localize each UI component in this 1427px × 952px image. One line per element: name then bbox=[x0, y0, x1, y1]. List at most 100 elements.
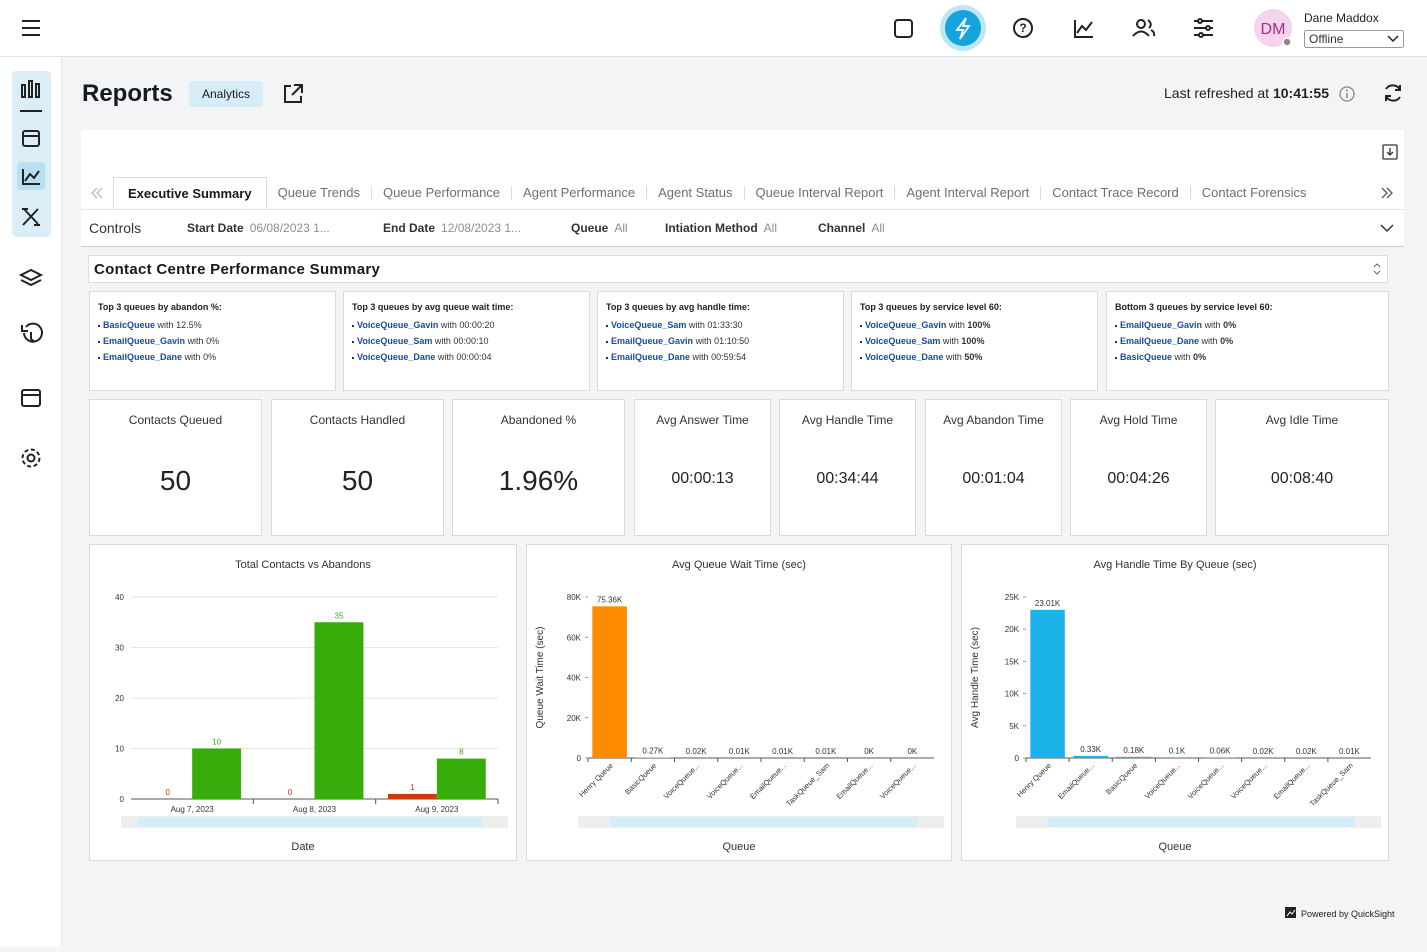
filter-value: All bbox=[614, 221, 627, 235]
tabs-prev[interactable] bbox=[89, 184, 105, 202]
chart-title: Avg Handle Time By Queue (sec) bbox=[1093, 559, 1256, 571]
x-tick-label: VoiceQueue... bbox=[705, 761, 745, 801]
tab[interactable]: Contact Forensics bbox=[1190, 186, 1318, 200]
history-icon[interactable] bbox=[22, 324, 42, 342]
queue-name[interactable]: VoiceQueue_Dane bbox=[357, 352, 435, 362]
tab[interactable]: Executive Summary bbox=[113, 177, 267, 209]
queue-name[interactable]: EmailQueue_Dane bbox=[611, 352, 690, 362]
data-label: 0.01K bbox=[1339, 747, 1361, 756]
controls-toggle[interactable] bbox=[1379, 222, 1395, 234]
y-tick-label: 20 bbox=[115, 694, 124, 703]
y-tick-label: 40 bbox=[115, 593, 124, 602]
kpi-card: Avg Hold Time00:04:26 bbox=[1070, 399, 1207, 536]
tab[interactable]: Agent Status bbox=[646, 186, 743, 200]
analytics-badge[interactable]: Analytics bbox=[189, 81, 263, 107]
summary-item: VoiceQueue_Gavin with 00:00:20 bbox=[352, 320, 589, 330]
bar bbox=[1117, 757, 1152, 758]
filter[interactable]: End Date12/08/2023 1... bbox=[383, 210, 521, 246]
queue-name[interactable]: BasicQueue bbox=[1120, 352, 1172, 362]
y-tick-label: 80K bbox=[567, 593, 582, 602]
data-label: 0.02K bbox=[1253, 747, 1275, 756]
item-value: 100% bbox=[967, 320, 990, 330]
settings-icon[interactable] bbox=[23, 450, 40, 467]
data-label: 0.33K bbox=[1080, 745, 1102, 754]
queue-name[interactable]: VoiceQueue_Dane bbox=[865, 352, 943, 362]
side-icons bbox=[0, 57, 62, 947]
tab[interactable]: Queue Performance bbox=[371, 186, 511, 200]
summary-card-title: Top 3 queues by avg queue wait time: bbox=[352, 302, 589, 312]
kpi-card: Abandoned %1.96% bbox=[452, 399, 625, 536]
tab[interactable]: Agent Interval Report bbox=[894, 186, 1040, 200]
filter[interactable]: Start Date06/08/2023 1... bbox=[187, 210, 330, 246]
x-tick-label: VoiceQueue... bbox=[1143, 761, 1183, 801]
tab[interactable]: Contact Trace Record bbox=[1040, 186, 1189, 200]
download-button[interactable] bbox=[1381, 143, 1399, 161]
quicksight-logo bbox=[1285, 907, 1297, 919]
item-value: 00:00:10 bbox=[453, 336, 488, 346]
queue-name[interactable]: EmailQueue_Gavin bbox=[103, 336, 185, 346]
page-title: Reports bbox=[82, 80, 173, 108]
summary-card: Bottom 3 queues by service level 60:Emai… bbox=[1106, 291, 1389, 391]
filter[interactable]: QueueAll bbox=[571, 210, 628, 246]
bullet bbox=[352, 341, 354, 343]
y-tick-label: 10 bbox=[115, 745, 124, 754]
scroll-thumb[interactable] bbox=[137, 817, 482, 827]
connector: with bbox=[441, 320, 457, 330]
tab[interactable]: Queue Trends bbox=[267, 186, 371, 200]
data-label: 0K bbox=[864, 747, 874, 756]
summary-item: BasicQueue with 0% bbox=[1115, 352, 1388, 362]
connector: with bbox=[1202, 336, 1218, 346]
item-value: 01:33:30 bbox=[707, 320, 742, 330]
open-external[interactable] bbox=[281, 82, 305, 106]
filter-value: 12/08/2023 1... bbox=[441, 221, 521, 235]
y-tick-label: 60K bbox=[567, 633, 582, 642]
x-tick-label: VoiceQueue... bbox=[1186, 761, 1226, 801]
queue-name[interactable]: EmailQueue_Gavin bbox=[1120, 320, 1202, 330]
queue-name[interactable]: VoiceQueue_Gavin bbox=[865, 320, 946, 330]
queue-name[interactable]: EmailQueue_Dane bbox=[1120, 336, 1199, 346]
bullet bbox=[1115, 357, 1117, 359]
queue-name[interactable]: BasicQueue bbox=[103, 320, 155, 330]
connector: with bbox=[949, 320, 965, 330]
queue-name[interactable]: EmailQueue_Gavin bbox=[611, 336, 693, 346]
bullet bbox=[352, 325, 354, 327]
refresh-button[interactable] bbox=[1381, 81, 1405, 105]
queue-name[interactable]: VoiceQueue_Sam bbox=[865, 336, 940, 346]
scroll-thumb[interactable] bbox=[610, 817, 918, 827]
quick-connect-button[interactable] bbox=[945, 10, 981, 46]
summary-card-title: Top 3 queues by avg handle time: bbox=[606, 302, 843, 312]
x-axis-title: Queue bbox=[722, 841, 755, 853]
kpi-card: Contacts Queued50 bbox=[89, 399, 262, 536]
kpi-value: 50 bbox=[90, 465, 261, 497]
window-icon[interactable] bbox=[22, 390, 40, 406]
users-icon[interactable] bbox=[1133, 20, 1154, 36]
tabs-next[interactable] bbox=[1379, 184, 1395, 202]
y-axis-title: Avg Handle Time (sec) bbox=[970, 627, 981, 728]
tab[interactable]: Agent Performance bbox=[511, 186, 646, 200]
connector: with bbox=[438, 352, 454, 362]
x-tick-label: EmailQueue... bbox=[1272, 761, 1312, 801]
connector: with bbox=[943, 336, 959, 346]
summary-scroll[interactable] bbox=[1371, 260, 1383, 278]
menu-button[interactable] bbox=[22, 21, 40, 35]
kpi-value: 1.96% bbox=[453, 465, 624, 497]
layers-icon[interactable] bbox=[21, 270, 41, 285]
queue-name[interactable]: VoiceQueue_Sam bbox=[611, 320, 686, 330]
queue-name[interactable]: VoiceQueue_Gavin bbox=[357, 320, 438, 330]
filter[interactable]: Intiation MethodAll bbox=[665, 210, 777, 246]
queue-name[interactable]: VoiceQueue_Sam bbox=[357, 336, 432, 346]
settings-sliders-icon[interactable] bbox=[1194, 19, 1213, 37]
filter[interactable]: ChannelAll bbox=[818, 210, 885, 246]
metrics-icon[interactable] bbox=[1075, 20, 1093, 37]
bullet bbox=[606, 357, 608, 359]
data-label: 75.36K bbox=[597, 595, 623, 604]
summary-item: VoiceQueue_Sam with 01:33:30 bbox=[606, 320, 843, 330]
info-icon[interactable] bbox=[1338, 85, 1356, 103]
tab[interactable]: Queue Interval Report bbox=[744, 186, 895, 200]
notes-icon[interactable] bbox=[895, 20, 912, 37]
queue-name[interactable]: EmailQueue_Dane bbox=[103, 352, 182, 362]
summary-item: EmailQueue_Dane with 00:59:54 bbox=[606, 352, 843, 362]
y-tick-label: 10K bbox=[1005, 690, 1020, 699]
scroll-thumb[interactable] bbox=[1048, 817, 1355, 827]
kpi-value: 00:34:44 bbox=[780, 470, 915, 488]
